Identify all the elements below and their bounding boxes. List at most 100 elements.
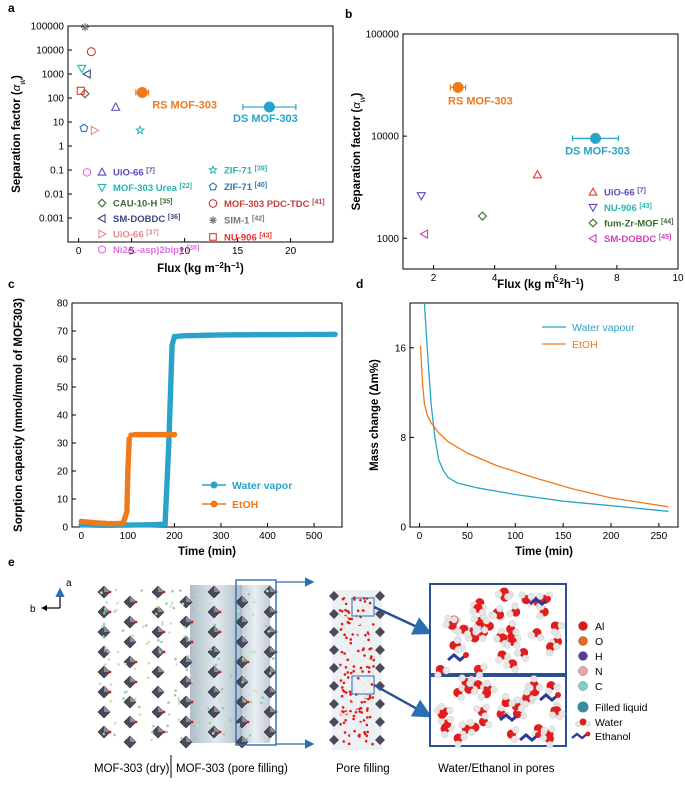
legend-ref: [7]: [146, 167, 155, 174]
linker-atom: [171, 589, 174, 593]
linker-atom: [168, 631, 171, 634]
liquid-atom: [348, 690, 352, 694]
linker-atom: [205, 606, 209, 610]
water-hydrogen: [508, 619, 517, 627]
axis-label-part: α: [11, 84, 23, 91]
legend-liquid: [577, 701, 589, 713]
chart-a: 0 5 10 15 20 0.001 0.01 0.1 1 10 100 1000 10000 10000…: [11, 22, 334, 276]
oxygen-atom: [162, 710, 166, 714]
liquid-atom: [369, 605, 373, 608]
data-point: [83, 167, 92, 177]
linker-atom: [150, 738, 153, 742]
octahedron-face: [186, 616, 192, 622]
oxygen-atom: [162, 730, 166, 734]
octahedron-face: [130, 716, 136, 722]
water-hydrogen: [521, 654, 529, 662]
legend-marker: [97, 198, 107, 208]
octahedron-face: [186, 716, 192, 722]
liquid-atom: [372, 658, 376, 662]
y-tick-label: 100000: [31, 22, 65, 33]
liquid-atom: [363, 700, 366, 704]
y-tick-label: 80: [57, 299, 69, 310]
liquid-atom: [352, 665, 356, 668]
oxygen-atom: [162, 650, 166, 654]
linker-atom: [102, 611, 106, 615]
linker-atom: [221, 706, 225, 710]
water-hydrogen: [437, 702, 445, 711]
liquid-atom: [361, 595, 365, 598]
y-axis-label: Sorption capacity (mmol/mmol of MOF303): [13, 298, 25, 532]
oxygen-atom: [218, 730, 222, 734]
liquid-atom: [350, 734, 353, 737]
legend-label: NU-906 [43]: [604, 203, 652, 215]
octahedron-face: [104, 666, 110, 672]
liquid-atom: [348, 617, 351, 621]
liquid-atom: [366, 631, 370, 634]
data-point: [79, 123, 89, 133]
liquid-atom: [368, 680, 371, 683]
data-point: [136, 86, 148, 98]
axis-label-part: −1: [571, 277, 581, 286]
water-hydrogen: [478, 608, 486, 617]
x-tick-label: 0: [417, 531, 423, 542]
legend-label: ZIF-71 [39]: [224, 165, 267, 177]
linker-atom: [249, 700, 252, 704]
linker-atom: [251, 613, 255, 617]
y-tick-label: 0: [62, 523, 68, 534]
water-hydrogen: [460, 733, 468, 741]
x-tick-label: 0: [76, 246, 82, 257]
pore-filling-column: [329, 590, 433, 750]
liquid-atom: [350, 617, 354, 621]
octahedron-face: [270, 686, 276, 692]
legend-label: EtOH: [232, 499, 258, 511]
liquid-atom: [368, 694, 372, 698]
octahedron: [375, 699, 385, 709]
liquid-atom: [368, 715, 372, 719]
oxygen-atom: [218, 670, 222, 674]
y-tick-label: 100000: [366, 30, 400, 41]
liquid-atom: [363, 607, 366, 610]
liquid-atom: [340, 650, 344, 654]
water-hydrogen: [458, 674, 466, 682]
linker-atom: [266, 589, 269, 593]
legend-label: UiO-66 [7]: [113, 167, 155, 179]
water-hydrogen: [485, 721, 493, 729]
linker-atom: [190, 674, 193, 677]
liquid-atom: [347, 692, 350, 695]
linker-atom: [253, 651, 257, 654]
liquid-atom: [372, 664, 375, 668]
linker-atom: [222, 732, 226, 736]
x-axis-label: Flux (kg m−2h−1): [157, 261, 244, 276]
liquid-atom: [366, 604, 370, 608]
water-hydrogen: [558, 710, 566, 718]
plot-frame: [409, 302, 679, 528]
y-axis-label: Mass change (Δm%): [369, 359, 381, 471]
water-hydrogen: [513, 696, 521, 704]
water-hydrogen: [536, 592, 544, 600]
legend-marker: [588, 187, 598, 196]
legend-label: CAU-10-H [35]: [113, 198, 172, 210]
series-line: [423, 303, 669, 512]
linker-atom: [207, 625, 211, 629]
liquid-atom: [356, 649, 360, 653]
octahedron: [375, 663, 385, 673]
x-tick-label: 4: [492, 273, 498, 284]
legend-ref: [36]: [168, 214, 180, 221]
x-tick-label: 0: [79, 531, 85, 542]
data-point: [416, 192, 427, 202]
octahedron-face: [242, 736, 248, 742]
ethanol-oxygen: [545, 596, 551, 602]
legend-marker: [210, 500, 218, 508]
linker-atom: [102, 622, 106, 626]
linker-atom: [167, 701, 170, 704]
water-hydrogen: [482, 617, 491, 625]
liquid-atom: [370, 667, 373, 670]
linker-atom: [243, 654, 247, 658]
octahedron-face: [242, 676, 248, 682]
liquid-atom: [361, 670, 364, 673]
water-oxygen: [544, 734, 554, 744]
liquid-atom: [368, 640, 372, 644]
legend-label: MOF-303 Urea [22]: [113, 183, 192, 195]
caption-water-ethanol: Water/Ethanol in pores: [438, 763, 555, 775]
linker-atom: [229, 719, 232, 722]
